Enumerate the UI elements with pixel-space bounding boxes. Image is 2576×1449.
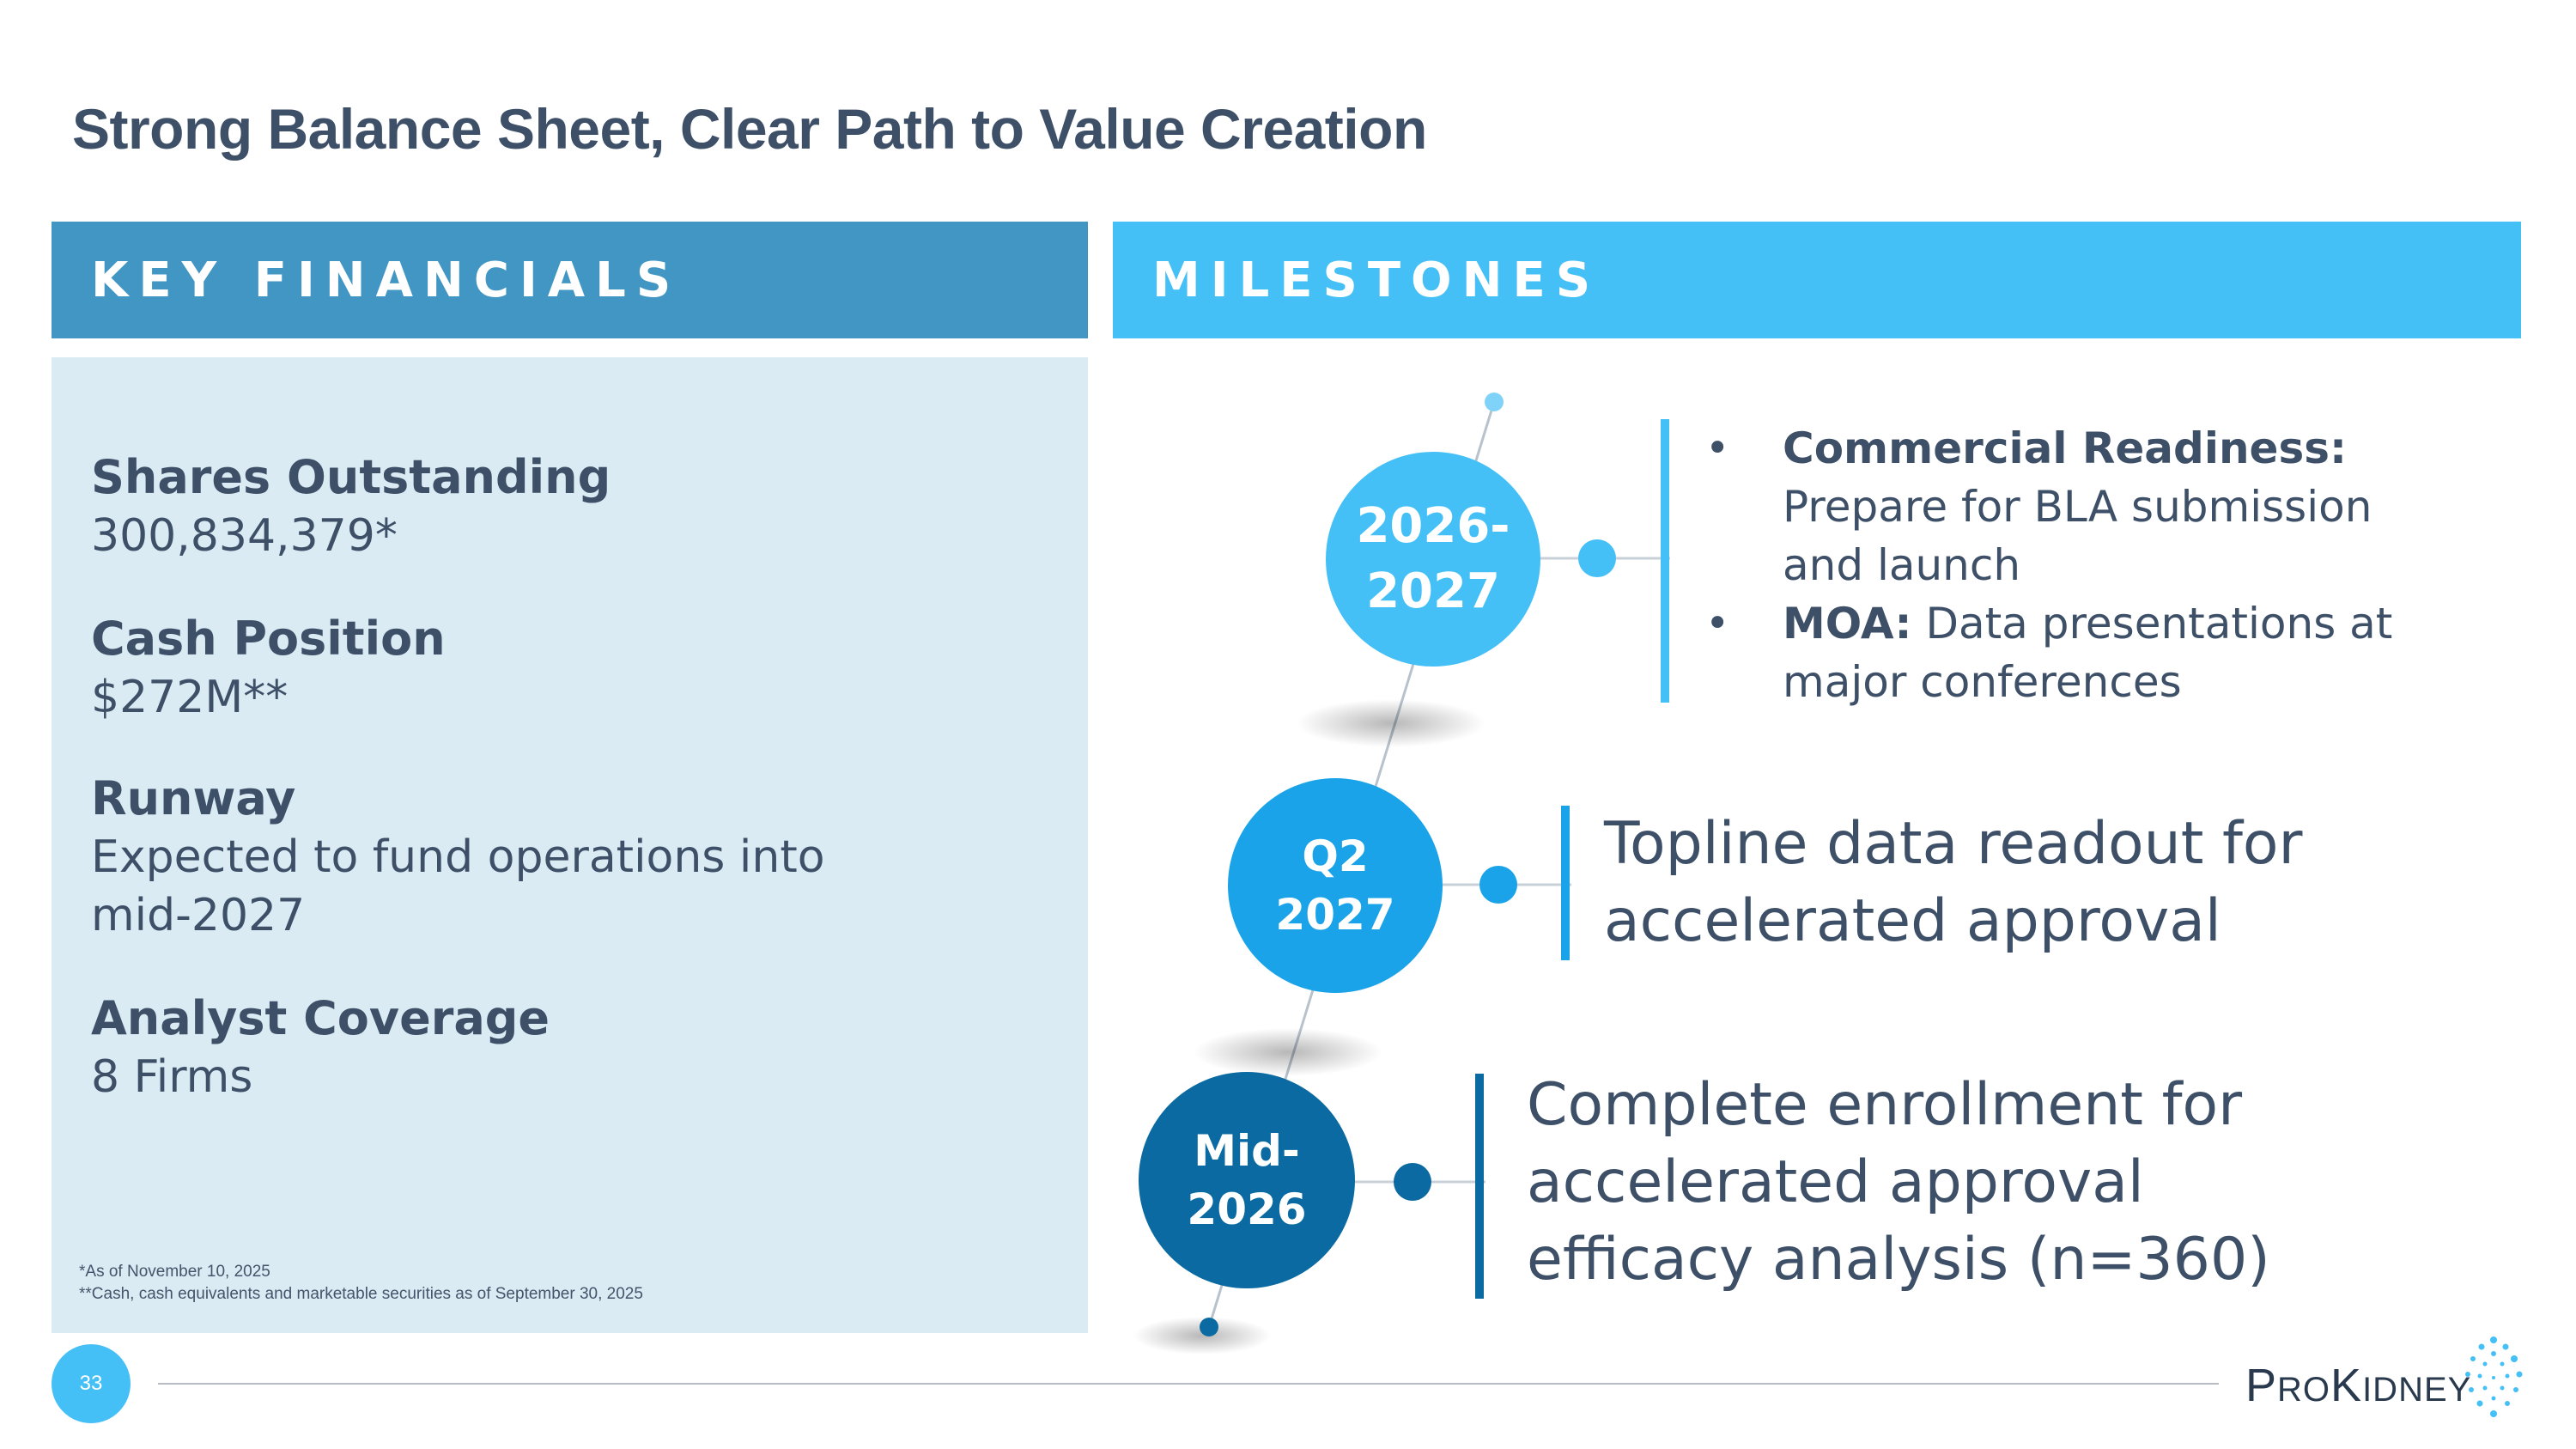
financial-label: Shares Outstanding	[91, 450, 611, 504]
milestone-text-line: Complete enrollment for	[1527, 1071, 2243, 1139]
connector-dot	[1479, 866, 1517, 904]
prokidney-logo: PROKIDNEY	[2245, 1336, 2528, 1424]
milestone-bullet-item: • MOA: Data presentations at major confe…	[1700, 594, 2473, 711]
milestones-header: MILESTONES	[1113, 222, 2521, 338]
footnote: *As of November 10, 2025	[79, 1263, 270, 1281]
milestone-bullet-text: major conferences	[1783, 657, 2182, 707]
financial-shares-outstanding: Shares Outstanding 300,834,379*	[91, 448, 611, 565]
timeline-end-dot	[1200, 1318, 1218, 1336]
financial-runway: Runway Expected to fund operations into …	[91, 770, 825, 945]
footnote: **Cash, cash equivalents and marketable …	[79, 1285, 643, 1303]
milestone-date: 2026	[1187, 1184, 1307, 1234]
milestone-text-line: accelerated approval	[1604, 887, 2221, 955]
bullet-icon: •	[1705, 600, 1730, 648]
circle-shadow	[1297, 699, 1485, 747]
milestone-date-circle: Q2 2027	[1228, 778, 1443, 993]
milestone-date: 2026-	[1356, 498, 1510, 554]
milestone-description: Complete enrollment for accelerated appr…	[1527, 1067, 2270, 1299]
connector-dot	[1578, 539, 1616, 577]
financial-cash-position: Cash Position $272M**	[91, 610, 446, 727]
financial-label: Runway	[91, 771, 296, 825]
key-financials-panel: Shares Outstanding 300,834,379* Cash Pos…	[52, 357, 1088, 1333]
milestone-bullet-text: Prepare for BLA submission	[1783, 482, 2372, 532]
page-number: 33	[52, 1344, 131, 1423]
milestone-date: 2027	[1366, 563, 1500, 619]
financial-label: Analyst Coverage	[91, 991, 550, 1045]
milestone-bullet-item: • Commercial Readiness: Prepare for BLA …	[1700, 419, 2473, 594]
milestone-date-circle: Mid- 2026	[1139, 1072, 1355, 1288]
milestone-date: Q2	[1302, 831, 1369, 881]
milestone-bullet-list: • Commercial Readiness: Prepare for BLA …	[1700, 419, 2473, 711]
milestone-description: Topline data readout for accelerated app…	[1604, 806, 2302, 960]
financial-analyst-coverage: Analyst Coverage 8 Firms	[91, 989, 550, 1106]
milestone-text-line: Topline data readout for	[1604, 810, 2303, 878]
footer-divider	[158, 1383, 2219, 1385]
milestone-text-line: accelerated approval	[1527, 1148, 2144, 1216]
milestone-bullet-heading: Commercial Readiness:	[1783, 423, 2347, 473]
timeline-start-dot	[1485, 393, 1504, 411]
key-financials-header: KEY FINANCIALS	[52, 222, 1088, 338]
milestone-bullet-heading: MOA:	[1783, 599, 1912, 648]
financial-value: 300,834,379*	[91, 510, 398, 562]
logo-dots-icon	[2465, 1336, 2523, 1417]
milestone-accent-bar	[1475, 1074, 1484, 1299]
financial-value: mid-2027	[91, 890, 306, 941]
financial-value: Expected to fund operations into	[91, 831, 825, 883]
circle-shadow	[1194, 1028, 1382, 1076]
logo-wordmark: PROKIDNEY	[2245, 1360, 2472, 1411]
bullet-icon: •	[1705, 424, 1730, 472]
circle-shadow	[1133, 1317, 1271, 1355]
financial-value: 8 Firms	[91, 1051, 253, 1103]
milestone-bullet-text: Data presentations at	[1911, 599, 2393, 648]
milestone-accent-bar	[1561, 806, 1570, 960]
milestone-date: Mid-	[1194, 1126, 1300, 1176]
financial-value: $272M**	[91, 672, 289, 723]
connector-dot	[1394, 1163, 1431, 1201]
milestone-text-line: efficacy analysis (n=360)	[1527, 1226, 2270, 1294]
milestone-date-circle: 2026- 2027	[1326, 452, 1540, 667]
financial-label: Cash Position	[91, 612, 446, 666]
slide-title: Strong Balance Sheet, Clear Path to Valu…	[72, 97, 1427, 161]
milestone-bullet-text: and launch	[1783, 540, 2021, 590]
milestone-accent-bar	[1661, 419, 1669, 703]
milestone-date: 2027	[1275, 890, 1395, 940]
